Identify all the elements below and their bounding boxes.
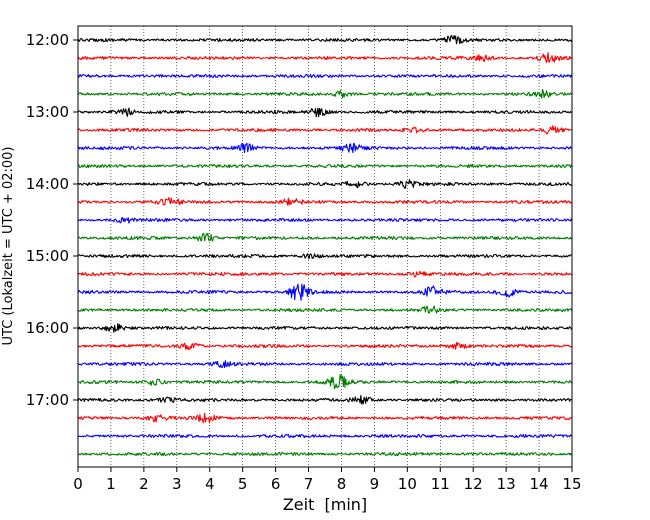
x-tick-label: 9 <box>370 475 380 493</box>
y-axis-label: UTC (Lokalzeit = UTC + 02:00) <box>1 147 16 346</box>
trace-1415 <box>77 197 573 206</box>
trace-1245 <box>77 88 573 99</box>
x-tick-label: 7 <box>304 475 314 493</box>
trace-layer <box>77 35 573 457</box>
x-tick-label: 6 <box>271 475 281 493</box>
y-tick-label: 13:00 <box>26 103 69 121</box>
trace-1645 <box>77 373 573 390</box>
trace-1545 <box>77 305 573 314</box>
x-tick-label: 10 <box>398 475 417 493</box>
x-tick-label: 8 <box>337 475 347 493</box>
trace-1430 <box>77 217 573 224</box>
x-tick-label: 13 <box>497 475 516 493</box>
y-tick-label: 16:00 <box>26 319 69 337</box>
trace-1615 <box>77 341 573 351</box>
trace-1700 <box>77 395 573 405</box>
trace-1500 <box>77 253 573 260</box>
trace-1345 <box>77 163 573 169</box>
x-tick-label: 4 <box>205 475 215 493</box>
grid-lines <box>110 26 540 467</box>
trace-1630 <box>77 360 573 369</box>
trace-1300 <box>77 107 573 118</box>
trace-1215 <box>77 52 573 64</box>
trace-1730 <box>77 433 573 439</box>
trace-1745 <box>77 451 573 457</box>
trace-1200 <box>77 35 573 45</box>
trace-1715 <box>77 412 573 424</box>
x-tick-label: 1 <box>106 475 116 493</box>
trace-1445 <box>77 232 573 242</box>
trace-1330 <box>77 142 573 154</box>
trace-1400 <box>77 179 573 189</box>
x-tick-label: 3 <box>172 475 182 493</box>
trace-1515 <box>77 270 573 278</box>
x-tick-label: 14 <box>530 475 549 493</box>
trace-1600 <box>77 323 573 333</box>
x-axis-label: Zeit [min] <box>283 495 367 514</box>
y-axis-ticks: 12:00 13:00 14:00 15:00 16:00 17:00 <box>26 31 78 409</box>
trace-1315 <box>77 125 573 135</box>
y-tick-label: 14:00 <box>26 175 69 193</box>
trace-1230 <box>77 73 573 79</box>
x-tick-label: 0 <box>73 475 83 493</box>
x-tick-label: 2 <box>139 475 149 493</box>
x-axis-ticks: 0 1 2 3 4 5 6 7 8 9 10 11 12 13 14 15 <box>73 467 582 493</box>
y-tick-label: 12:00 <box>26 31 69 49</box>
x-tick-label: 12 <box>464 475 483 493</box>
y-tick-label: 15:00 <box>26 247 69 265</box>
y-tick-label: 17:00 <box>26 391 69 409</box>
x-tick-label: 5 <box>238 475 248 493</box>
x-tick-label: 15 <box>562 475 581 493</box>
trace-1530 <box>77 283 573 301</box>
plot-frame <box>77 25 573 468</box>
x-tick-label: 11 <box>431 475 450 493</box>
